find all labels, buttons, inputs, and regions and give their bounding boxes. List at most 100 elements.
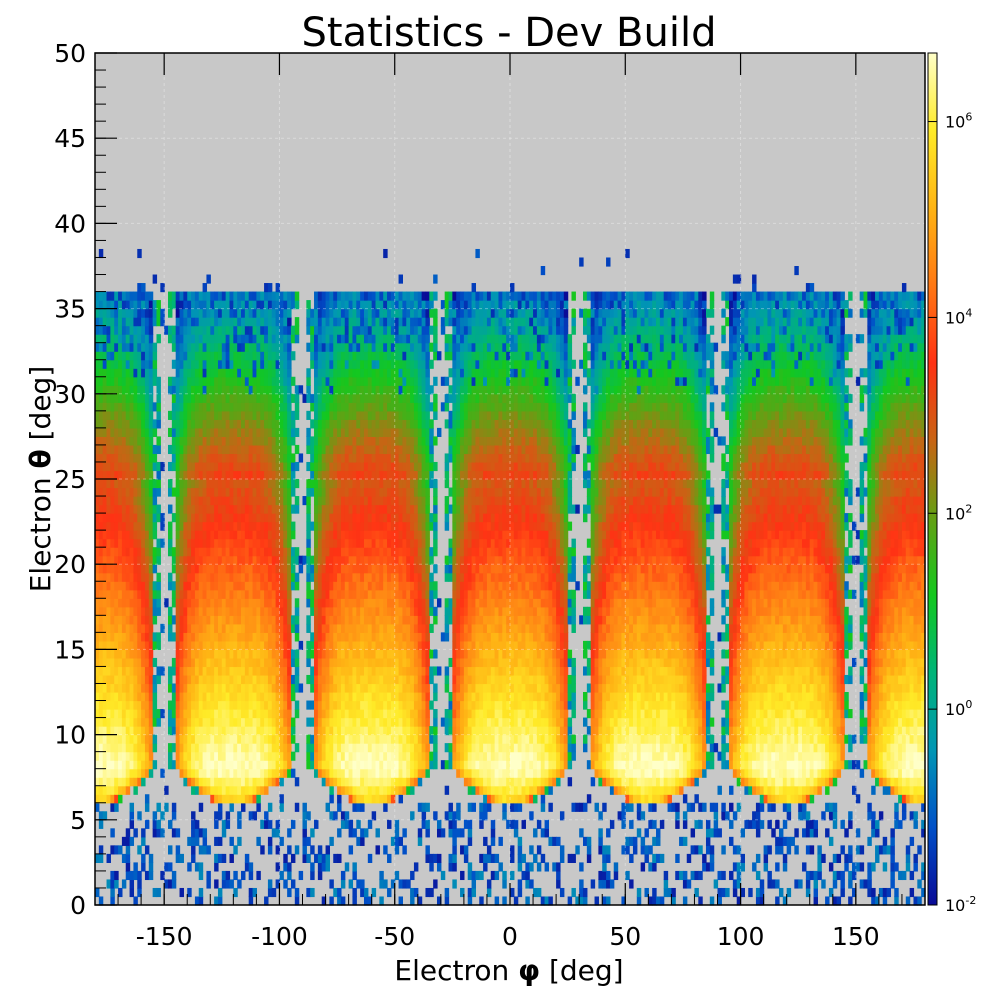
heatmap-cell (413, 538, 419, 548)
heatmap-cell (179, 683, 184, 693)
heatmap-cell (214, 470, 219, 480)
heatmap-cell (264, 640, 269, 650)
heatmap-cell (367, 513, 373, 523)
heatmap-cell (233, 300, 238, 310)
heatmap-cell (106, 572, 111, 582)
heatmap-cell (125, 317, 131, 327)
heatmap-cell (387, 555, 392, 565)
heatmap-cell (383, 794, 388, 804)
heatmap-cell (325, 368, 330, 378)
heatmap-cell (398, 606, 403, 616)
heatmap-cell (248, 777, 254, 787)
heatmap-cell (260, 683, 265, 693)
heatmap-cell (329, 615, 334, 625)
heatmap-cell (333, 632, 338, 642)
heatmap-cell (210, 342, 215, 352)
heatmap-cell (179, 461, 184, 472)
heatmap-cell (179, 504, 184, 514)
heatmap-cell (248, 317, 254, 327)
heatmap-cell (210, 640, 215, 650)
heatmap-cell (287, 632, 292, 642)
heatmap-cell (110, 623, 115, 633)
heatmap-cell (298, 453, 304, 463)
heatmap-cell (206, 496, 211, 506)
heatmap-cell (283, 657, 288, 668)
heatmap-cell (221, 819, 227, 829)
heatmap-cell (194, 470, 200, 480)
heatmap-cell (387, 589, 392, 599)
heatmap-cell (398, 368, 403, 378)
heatmap-cell (121, 538, 127, 548)
heatmap-cell (256, 709, 261, 719)
heatmap-cell (191, 674, 196, 685)
heatmap-cell (237, 836, 242, 846)
heatmap-cell (148, 308, 154, 318)
heatmap-cell (225, 870, 231, 881)
heatmap-cell (256, 479, 261, 489)
heatmap-cell (252, 598, 257, 608)
heatmap-cell (275, 845, 281, 855)
heatmap-cell (375, 291, 380, 301)
heatmap-cell (413, 385, 419, 395)
heatmap-cell (233, 743, 238, 753)
heatmap-cell (141, 385, 146, 395)
heatmap-cell (379, 317, 384, 327)
heatmap-cell (137, 845, 142, 855)
heatmap-cell (275, 513, 281, 523)
heatmap-cell (198, 862, 204, 872)
heatmap-cell (137, 479, 142, 489)
heatmap-cell (402, 487, 407, 497)
heatmap-cell (283, 666, 288, 676)
heatmap-cell (260, 700, 265, 710)
heatmap-cell (410, 359, 415, 369)
heatmap-cell (398, 879, 403, 889)
heatmap-cell (348, 351, 354, 361)
heatmap-cell (102, 717, 108, 727)
heatmap-cell (256, 768, 261, 778)
heatmap-cell (237, 487, 242, 497)
heatmap-cell (156, 513, 161, 523)
heatmap-cell (129, 504, 135, 514)
heatmap-cell (144, 419, 150, 429)
heatmap-cell (110, 530, 115, 540)
heatmap-cell (267, 606, 273, 616)
heatmap-cell (387, 785, 392, 795)
heatmap-cell (402, 368, 407, 378)
heatmap-cell (394, 504, 400, 514)
heatmap-cell (229, 513, 234, 523)
heatmap-cell (194, 513, 200, 523)
heatmap-cell (340, 589, 346, 599)
heatmap-cell (137, 666, 142, 676)
heatmap-cell (214, 853, 219, 863)
heatmap-cell (360, 615, 365, 625)
heatmap-cell (406, 734, 411, 744)
heatmap-cell (371, 530, 377, 540)
heatmap-cell (317, 666, 323, 676)
heatmap-cell (229, 853, 234, 863)
heatmap-cell (187, 325, 192, 335)
heatmap-cell (348, 581, 354, 591)
heatmap-cell (137, 615, 142, 625)
heatmap-cell (175, 461, 181, 472)
heatmap-cell (121, 402, 127, 412)
heatmap-cell (390, 657, 396, 668)
heatmap-cell (394, 870, 400, 881)
heatmap-cell (275, 674, 281, 685)
heatmap-cell (168, 726, 173, 736)
heatmap-cell (237, 530, 242, 540)
heatmap-cell (106, 760, 111, 770)
heatmap-cell (348, 325, 354, 335)
heatmap-cell (394, 410, 400, 420)
heatmap-cell (152, 521, 158, 531)
heatmap-cell (175, 538, 181, 548)
heatmap-cell (333, 743, 338, 753)
heatmap-cell (363, 470, 369, 480)
heatmap-cell (137, 334, 142, 344)
heatmap-cell (191, 427, 196, 437)
heatmap-cell (406, 444, 411, 455)
heatmap-cell (329, 589, 334, 599)
heatmap-cell (217, 334, 223, 344)
heatmap-cell (417, 530, 423, 540)
heatmap-cell (191, 700, 196, 710)
heatmap-cell (333, 777, 338, 787)
